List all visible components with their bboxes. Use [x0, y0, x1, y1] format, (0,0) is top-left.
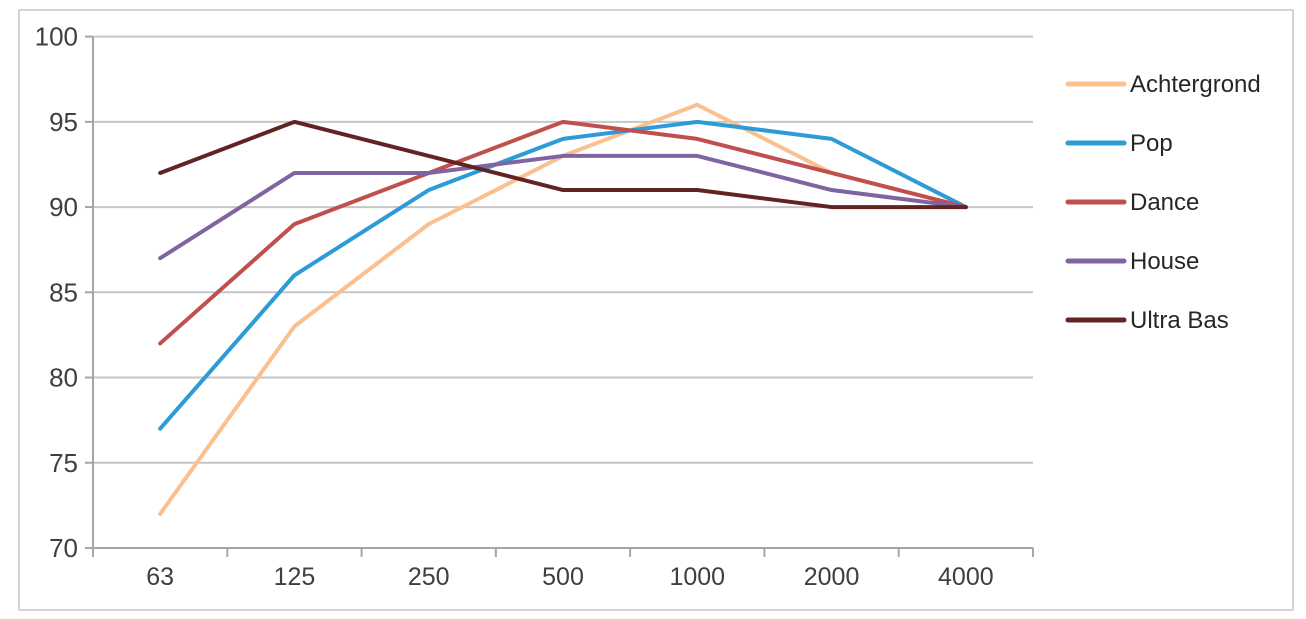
x-tick-label: 250 [408, 563, 450, 591]
legend-label-dance: Dance [1130, 189, 1199, 216]
x-tick-label: 4000 [938, 563, 994, 591]
y-tick-label: 100 [35, 22, 78, 52]
chart-frame [18, 9, 1294, 611]
y-tick-label: 85 [49, 277, 78, 307]
series-line-house [158, 153, 968, 261]
legend-label-achtergrond: Achtergrond [1130, 71, 1261, 98]
legend-label-ultra-bas: Ultra Bas [1130, 307, 1229, 334]
y-tick-label: 75 [49, 448, 78, 478]
y-tick-label: 70 [49, 533, 78, 563]
legend-label-house: House [1130, 248, 1199, 275]
y-tick-label: 90 [49, 192, 78, 222]
series-line-pop [158, 119, 968, 431]
y-tick-label: 95 [49, 107, 78, 137]
x-tick-label: 2000 [804, 563, 860, 591]
x-tick-label: 125 [274, 563, 316, 591]
y-tick-label: 80 [49, 363, 78, 393]
series-line-dance [158, 119, 968, 346]
x-tick-label: 500 [542, 563, 584, 591]
x-tick-label: 63 [146, 563, 174, 591]
legend-label-pop: Pop [1130, 130, 1173, 157]
series-line-ultra-bas [158, 119, 968, 210]
x-tick-label: 1000 [669, 563, 725, 591]
